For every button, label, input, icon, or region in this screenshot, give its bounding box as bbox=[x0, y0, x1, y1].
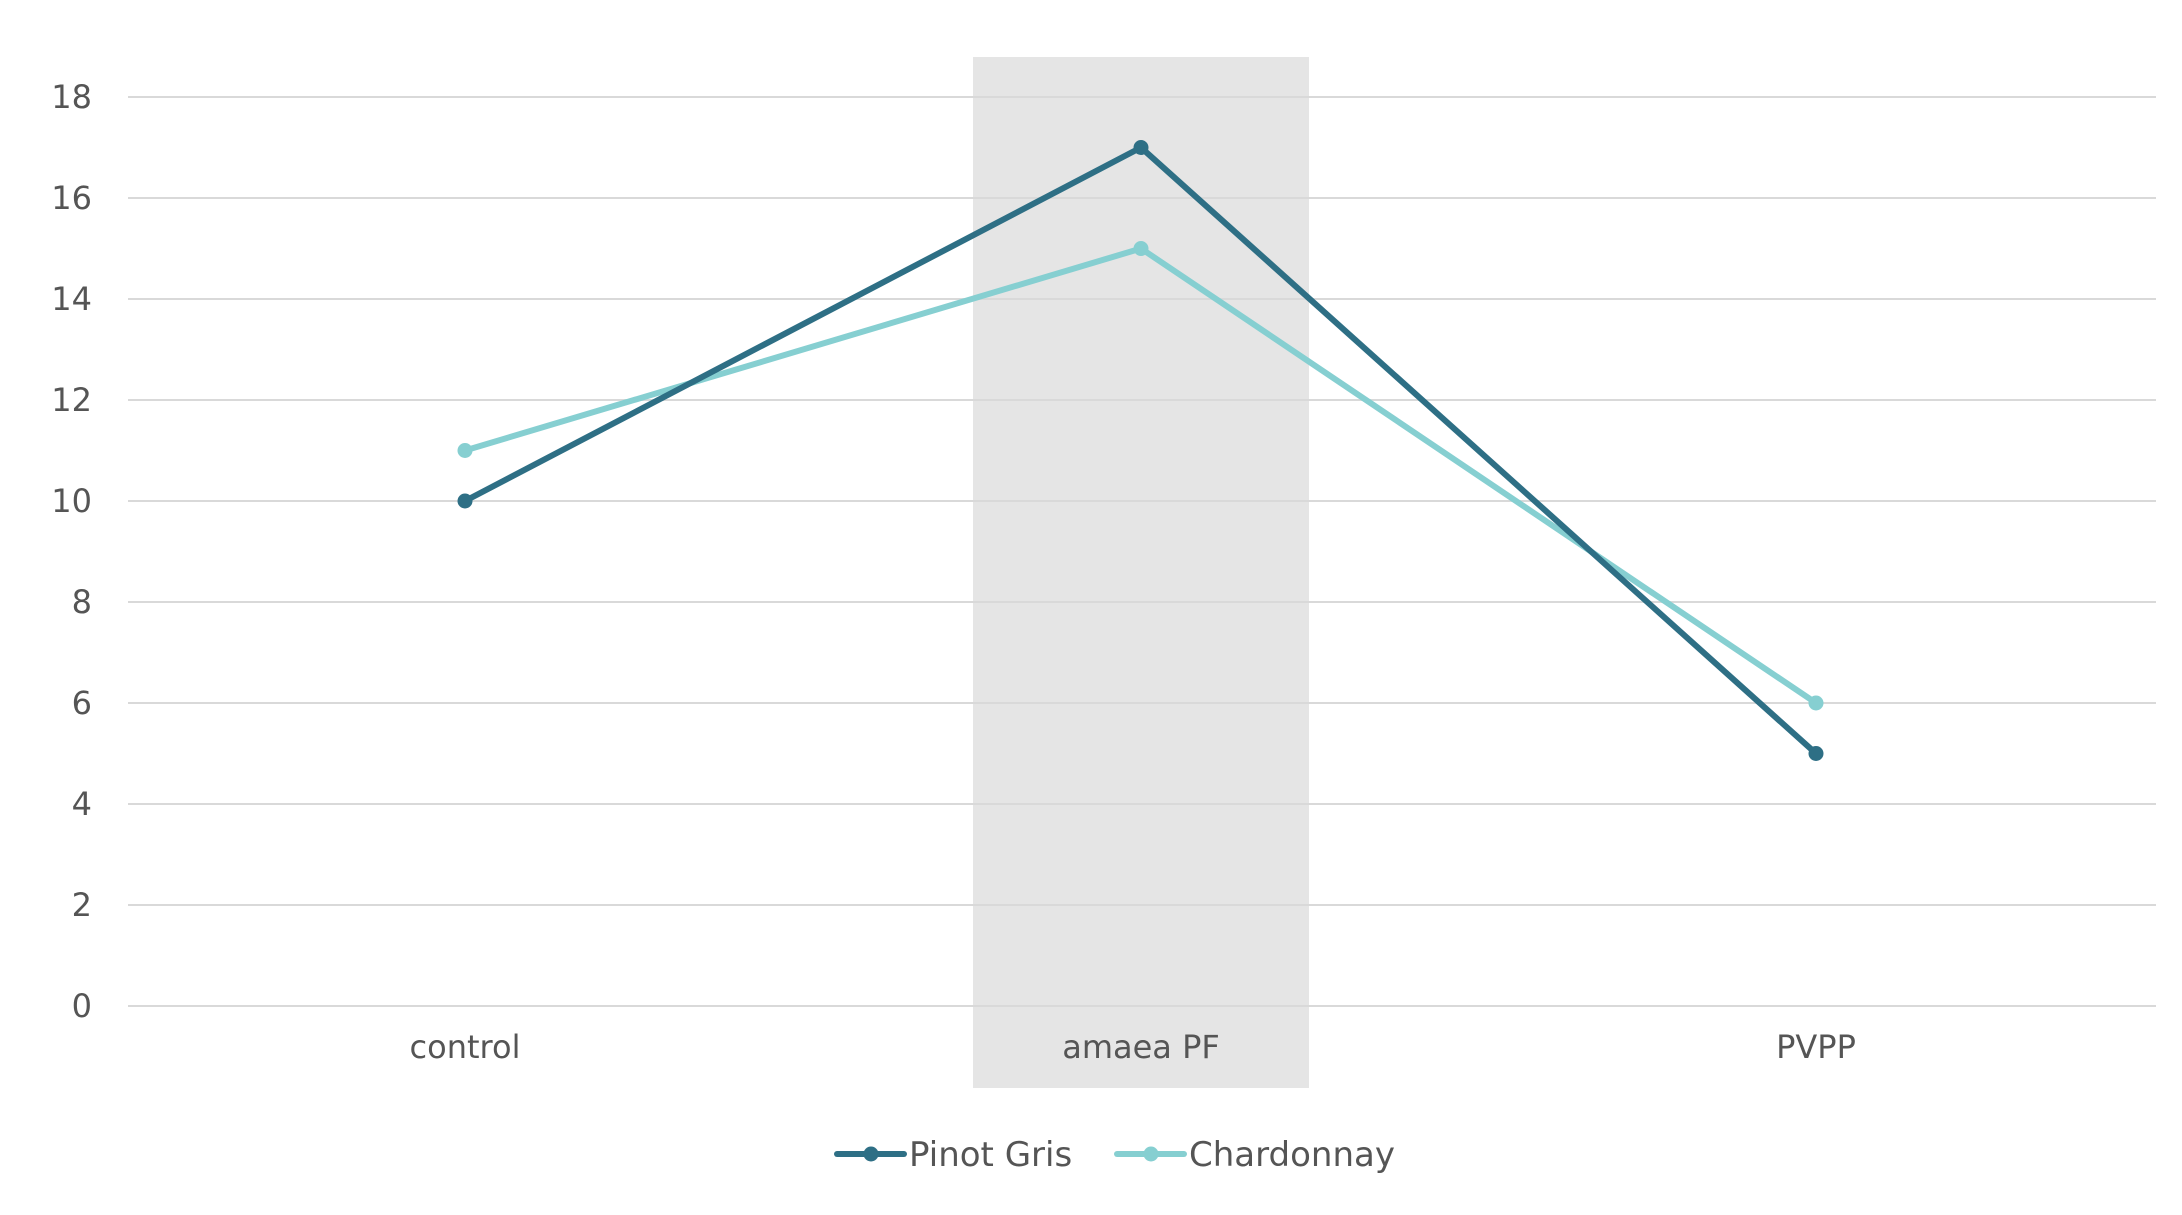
legend-swatch-marker bbox=[1143, 1146, 1159, 1162]
data-point bbox=[1133, 241, 1149, 256]
y-tick-label: 8 bbox=[72, 583, 92, 621]
data-point bbox=[1808, 695, 1824, 711]
legend-swatch-marker bbox=[863, 1146, 879, 1162]
legend-item: Chardonnay bbox=[1114, 1135, 1395, 1175]
legend: Pinot Gris Chardonnay bbox=[834, 1135, 1395, 1175]
highlight-band bbox=[973, 57, 1309, 1088]
x-tick-label: control bbox=[410, 1028, 521, 1066]
x-tick-label: PVPP bbox=[1776, 1028, 1856, 1066]
x-axis-ticks: control amaea PF PVPP bbox=[410, 1028, 1856, 1066]
y-axis-ticks: 0 2 4 6 8 10 12 14 16 18 bbox=[51, 78, 92, 1025]
data-point bbox=[457, 443, 473, 458]
x-tick-label: amaea PF bbox=[1062, 1028, 1220, 1066]
y-tick-label: 2 bbox=[72, 886, 92, 924]
data-point bbox=[457, 493, 473, 509]
highlight-band-layer bbox=[973, 57, 1309, 1088]
series-pinot-gris bbox=[457, 140, 1824, 761]
data-point bbox=[1133, 140, 1149, 155]
y-tick-label: 16 bbox=[51, 179, 92, 217]
y-tick-label: 6 bbox=[72, 684, 92, 722]
legend-label: Chardonnay bbox=[1189, 1135, 1395, 1175]
y-tick-label: 10 bbox=[51, 482, 92, 520]
data-point bbox=[1808, 746, 1824, 761]
y-tick-label: 0 bbox=[72, 987, 92, 1025]
legend-label: Pinot Gris bbox=[909, 1135, 1072, 1175]
y-tick-label: 18 bbox=[51, 78, 92, 116]
y-tick-label: 4 bbox=[72, 785, 92, 823]
y-tick-label: 12 bbox=[51, 381, 92, 419]
series-lines bbox=[457, 140, 1824, 761]
gridlines bbox=[128, 96, 2156, 1007]
legend-item: Pinot Gris bbox=[834, 1135, 1072, 1175]
y-tick-label: 14 bbox=[51, 280, 92, 318]
